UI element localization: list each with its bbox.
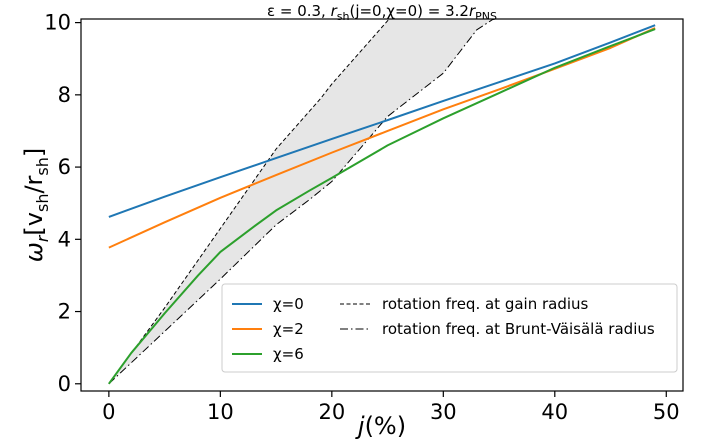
y-tick-label: 6 <box>58 155 71 179</box>
legend-label-rotation-freq-at-brunt-v-is-l-radius: rotation freq. at Brunt-Väisälä radius <box>382 320 655 338</box>
series-lines-layer <box>108 19 656 385</box>
legend-label-6: χ=6 <box>273 345 304 363</box>
x-tick-label: 50 <box>653 400 680 424</box>
y-axis-label: ωr[vsh/rsh] <box>20 148 52 263</box>
series-line-rotation-freq-at-gain-radius <box>108 19 390 385</box>
series-line-6 <box>108 28 656 385</box>
x-axis-label: j(%) <box>355 412 406 440</box>
legend-label-0: χ=0 <box>273 295 304 313</box>
y-tick-label: 10 <box>44 11 71 35</box>
x-tick-label: 40 <box>541 400 568 424</box>
ticks-layer: 0 10 20 30 40 50 0 2 4 6 8 10 <box>44 11 679 424</box>
legend-label-rotation-freq-at-gain-radius: rotation freq. at gain radius <box>382 295 589 313</box>
shaded-region-layer <box>108 19 494 384</box>
y-tick-label: 8 <box>58 83 71 107</box>
legend-box <box>221 283 678 373</box>
series-line-2 <box>108 27 656 249</box>
shaded-region <box>108 19 494 384</box>
x-tick-label: 30 <box>430 400 457 424</box>
y-tick-label: 4 <box>58 227 71 251</box>
x-tick-label: 10 <box>207 400 234 424</box>
legend: χ=0 χ=2 χ=6 rotation freq. at gain radius ro… <box>221 283 678 373</box>
y-tick-label: 2 <box>58 300 71 324</box>
legend-label-2: χ=2 <box>273 320 304 338</box>
series-line-0 <box>108 24 656 218</box>
x-tick-label: 20 <box>318 400 345 424</box>
chart-title: ε = 0.3, rsh(j=0,χ=0) = 3.2rPNS <box>267 2 497 23</box>
x-tick-label: 0 <box>102 400 115 424</box>
series-line-rotation-freq-at-brunt-v-is-l-radius <box>108 19 494 385</box>
plot-frame <box>80 18 684 392</box>
y-tick-label: 0 <box>58 372 71 396</box>
